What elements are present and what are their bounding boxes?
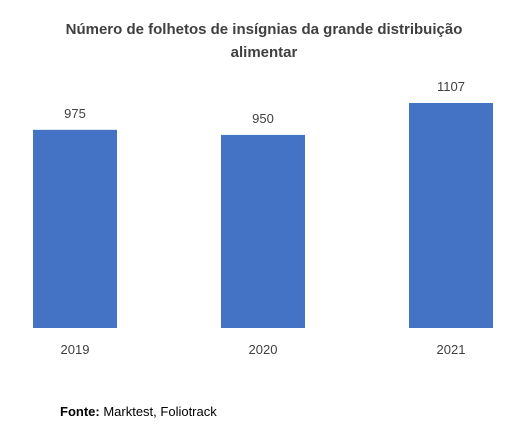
x-tick-label-2019: 2019 <box>61 342 90 357</box>
bar-2019 <box>33 129 117 328</box>
source-label: Fonte: <box>60 404 100 419</box>
data-label-2020: 950 <box>252 111 274 126</box>
bars-layer <box>33 103 493 328</box>
bar-2020 <box>221 134 305 328</box>
labels-layer: 975 2019 950 2020 1107 2021 <box>61 79 466 357</box>
data-label-2021: 1107 <box>437 79 465 94</box>
x-tick-label-2021: 2021 <box>437 342 466 357</box>
x-tick-label-2020: 2020 <box>249 342 278 357</box>
bar-2021 <box>409 103 493 328</box>
source-note: Fonte: Marktest, Foliotrack <box>60 404 217 419</box>
source-text: Marktest, Foliotrack <box>99 404 217 419</box>
data-label-2019: 975 <box>64 106 86 121</box>
chart-title: Número de folhetos de insígnias da grand… <box>65 21 463 61</box>
